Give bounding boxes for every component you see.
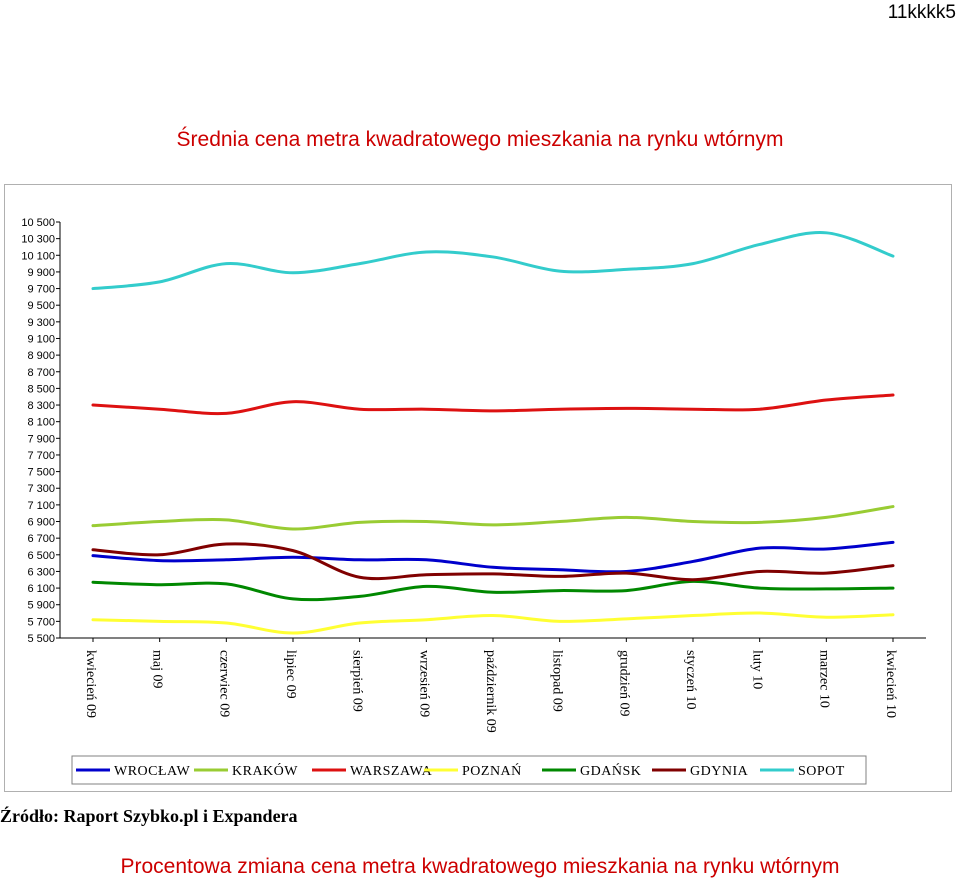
y-tick-label: 8 700	[27, 367, 55, 379]
y-tick-label: 6 300	[27, 566, 55, 578]
y-tick-label: 9 700	[27, 284, 55, 296]
x-tick-label: lipiec 09	[283, 650, 298, 699]
x-tick-label: maj 09	[150, 650, 165, 689]
chart-title: Średnia cena metra kwadratowego mieszkan…	[176, 128, 784, 151]
y-tick-label: 8 100	[27, 417, 55, 429]
chart-frame	[4, 184, 952, 792]
x-tick-label: sierpień 09	[350, 650, 365, 712]
series-line-poznań	[91, 611, 895, 635]
y-tick-label: 6 100	[27, 583, 55, 595]
y-tick-label: 10 300	[21, 234, 55, 246]
x-tick-label: marzec 10	[816, 650, 831, 708]
y-tick-label: 10 100	[21, 250, 55, 262]
y-tick-label: 8 300	[27, 400, 55, 412]
y-tick-label: 5 500	[27, 633, 55, 645]
x-tick-label: styczeń 10	[683, 650, 698, 709]
y-tick-label: 7 300	[27, 483, 55, 495]
y-tick-label: 9 500	[27, 300, 55, 312]
series-line-warszawa	[91, 393, 895, 416]
y-tick-label: 6 700	[27, 533, 55, 545]
x-tick-label: czerwiec 09	[216, 650, 231, 717]
x-tick-label: kwiecień 09	[83, 650, 98, 718]
y-tick-label: 10 500	[21, 217, 55, 229]
x-tick-label: listopad 09	[550, 650, 565, 712]
y-tick-label: 9 300	[27, 317, 55, 329]
series-line-gdynia	[91, 542, 895, 582]
series-line-wrocław	[91, 540, 895, 574]
legend-label: KRAKÓW	[232, 762, 298, 779]
legend-label: POZNAŃ	[462, 762, 522, 779]
bottom-title: Procentowa zmiana cena metra kwadratoweg…	[120, 855, 840, 878]
source-note: Źródło: Raport Szybko.pl i Expandera	[0, 806, 298, 826]
y-tick-label: 6 900	[27, 517, 55, 529]
y-tick-label: 7 500	[27, 467, 55, 479]
y-tick-label: 7 700	[27, 450, 55, 462]
x-tick-label: październik 09	[483, 650, 498, 733]
line-chart: 5 500 5 700 5 900 6 100 6 300 6 500 6 700 6 900…	[21, 217, 926, 785]
y-tick-label: 6 500	[27, 550, 55, 562]
x-tick-label: luty 10	[750, 650, 765, 689]
y-tick-label: 8 500	[27, 383, 55, 395]
y-tick-label: 5 700	[27, 616, 55, 628]
legend-label: GDAŃSK	[580, 762, 641, 779]
x-tick-label: wrzesień 09	[416, 650, 431, 717]
legend-label: SOPOT	[798, 764, 845, 779]
y-tick-label: 5 900	[27, 600, 55, 612]
series-line-gdańsk	[91, 579, 895, 602]
series-line-sopot	[91, 231, 895, 291]
y-tick-label: 9 100	[27, 333, 55, 345]
y-tick-label: 9 900	[27, 267, 55, 279]
y-tick-label: 7 900	[27, 433, 55, 445]
page-code-label: 11kkkk5	[887, 2, 956, 23]
y-tick-label: 8 900	[27, 350, 55, 362]
legend-label: WROCŁAW	[114, 764, 191, 779]
y-tick-label: 7 100	[27, 500, 55, 512]
x-tick-label: kwiecień 10	[883, 650, 898, 718]
legend-label: GDYNIA	[690, 764, 749, 779]
x-tick-label: grudzień 09	[616, 650, 631, 716]
series-line-kraków	[91, 505, 895, 531]
legend-label: WARSZAWA	[350, 764, 433, 779]
